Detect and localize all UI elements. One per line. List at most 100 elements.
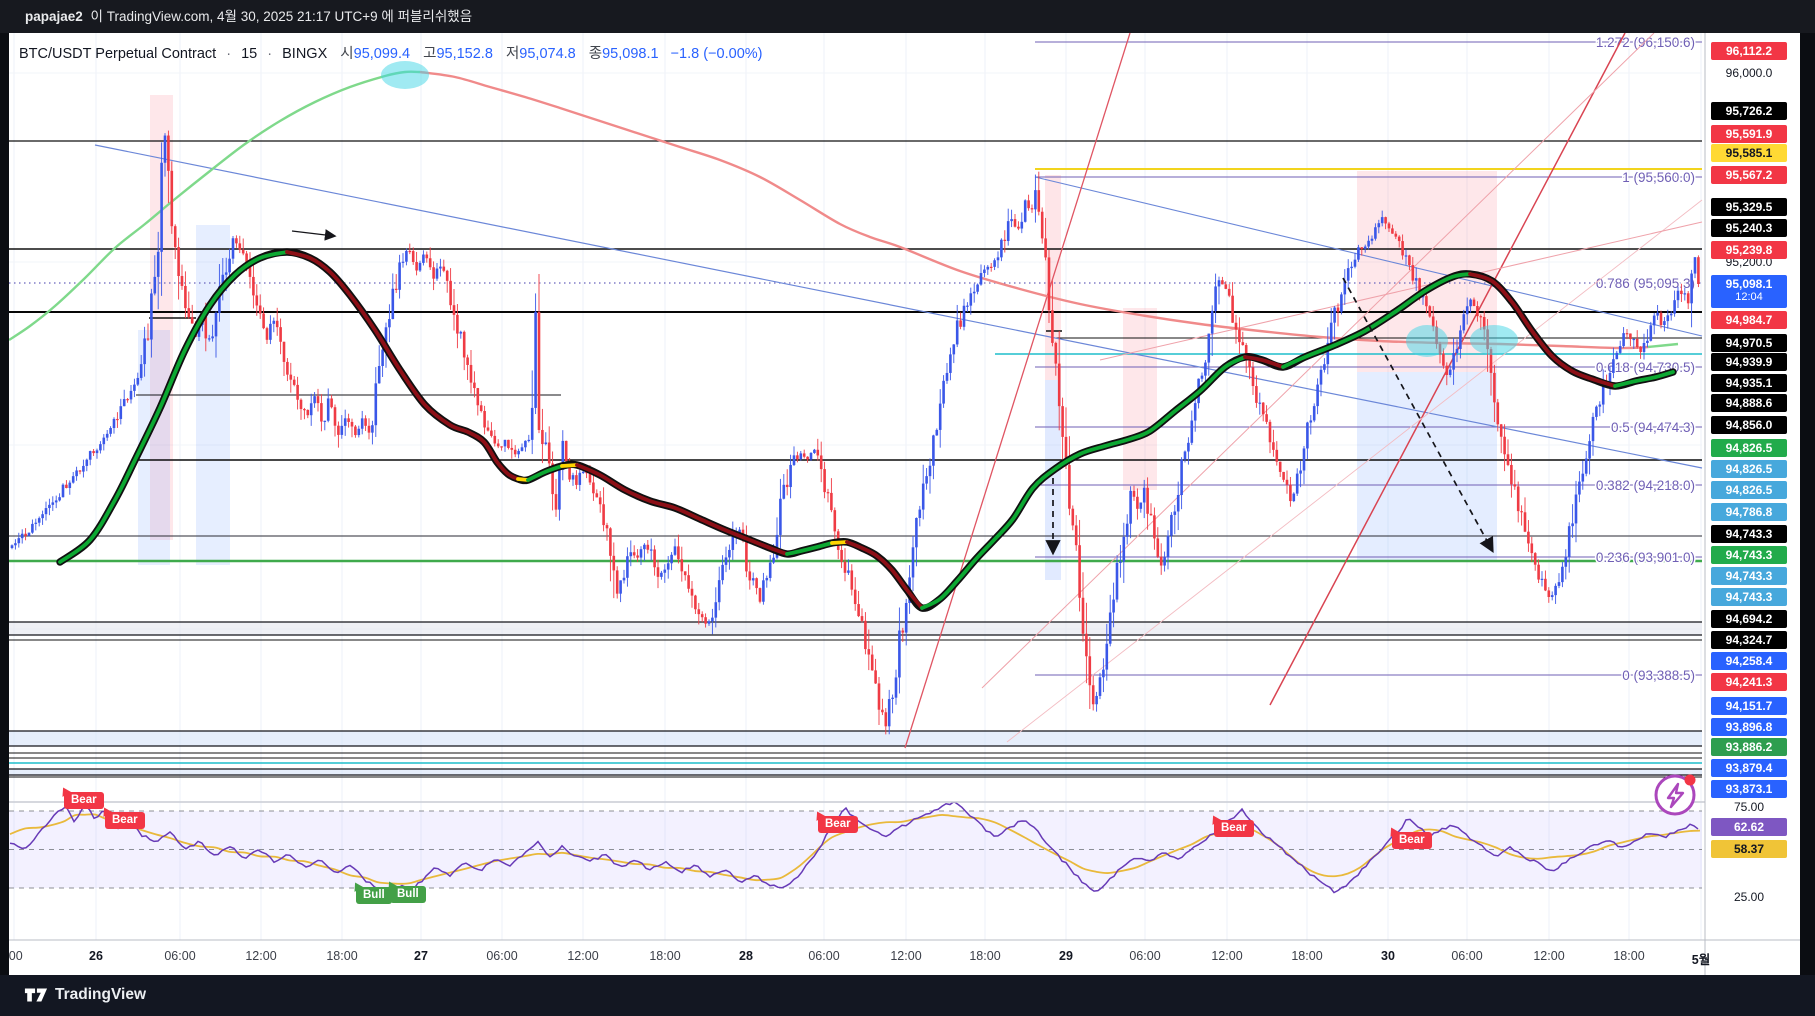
rsi-bull-label: Bull [356,887,392,904]
fib-level-label: 0.618 (94,730.5) [1596,360,1695,375]
quick-action-button[interactable] [1653,772,1699,818]
fib-level-label: 0 (93,388.5) [1622,668,1695,683]
time-axis-label: 18:00 [1291,949,1323,963]
price-axis-tick: 25.00 [1733,890,1765,904]
time-axis[interactable]: :00 26 06:00 12:00 18:00 27 06:00 12:00 18:00 28 0… [9,941,1800,975]
time-axis-label: 18:00 [1613,949,1645,963]
time-axis-label: 06:00 [486,949,518,963]
publish-info: 이 TradingView.com, 4월 30, 2025 21:17 UTC… [86,9,473,24]
price-label: 94,826.5 [1711,460,1787,478]
time-axis-label: 26 [89,949,103,963]
price-label: 95,239.8 [1711,241,1787,259]
time-axis-label: 12:00 [890,949,922,963]
price-label: 94,984.7 [1711,311,1787,329]
time-axis-label: 12:00 [1211,949,1243,963]
brand-name: TradingView [55,986,147,1003]
price-label: 58.37 [1711,840,1787,858]
fib-level-label: 0.786 (95,095.3) [1596,276,1695,291]
price-label: 94,694.2 [1711,610,1787,628]
fib-level-label: 0.5 (94,474.3) [1611,420,1695,435]
price-label: 94,151.7 [1711,697,1787,715]
price-label: 95,329.5 [1711,198,1787,216]
grid-layer [9,33,1702,940]
time-axis-label: 5월 [1691,953,1711,967]
time-axis-label: 18:00 [326,949,358,963]
time-axis-label: 06:00 [1129,949,1161,963]
price-label: 93,896.8 [1711,718,1787,736]
time-axis-label: 28 [739,949,753,963]
footer-bar: TradingView [0,975,1815,1016]
lightning-bolt-icon [1666,782,1685,809]
time-axis-label: 29 [1059,949,1073,963]
candlestick-series [10,130,1700,735]
rsi-bear-label: Bear [818,816,858,833]
price-label: 94,743.3 [1711,546,1787,564]
open-value: 95,099.4 [353,46,411,62]
time-axis-label: 12:00 [245,949,277,963]
price-label: 94,826.5 [1711,439,1787,457]
price-label: 94,939.9 [1711,353,1787,371]
price-label: 94,743.3 [1711,588,1787,606]
highlight-zones [9,95,1702,776]
price-label: 96,112.2 [1711,42,1787,60]
high-label: 고 [423,46,437,62]
chart-canvas[interactable]: 1.272 (96,150.6) 1 (95,560.0) 0.786 (95,09… [9,33,1800,975]
ma-ribbon [56,248,1677,612]
time-axis-label: 18:00 [649,949,681,963]
price-label: 94,324.7 [1711,631,1787,649]
tradingview-mark-icon [24,988,48,1002]
annotation-arrows [291,229,1494,556]
close-value: 95,098.1 [602,46,659,62]
price-label: 95,585.1 [1711,144,1787,162]
price-axis-tick: 96,000.0 [1725,66,1773,80]
price-label: 95,567.2 [1711,166,1787,184]
rsi-pane [9,802,1702,896]
rsi-bear-label: Bear [1392,832,1432,849]
high-value: 95,152.8 [436,46,493,62]
open-label: 시 [340,46,354,62]
time-axis-label: 06:00 [1451,949,1483,963]
lightning-ring [1654,774,1696,816]
rsi-bear-label: Bear [1214,820,1254,837]
price-label: 94,786.8 [1711,503,1787,521]
price-axis-tick: 75.00 [1733,800,1765,814]
time-axis-label: 12:00 [567,949,599,963]
price-label: 94,856.0 [1711,416,1787,434]
time-axis-label: 27 [414,949,428,963]
symbol-name: BTC/USDT Perpetual Contract [19,46,217,62]
price-label: 95,591.9 [1711,125,1787,143]
tradingview-logo[interactable]: TradingView [24,984,146,1006]
price-label: 94,258.4 [1711,652,1787,670]
low-label: 저 [505,46,520,62]
time-axis-label: :00 [9,949,23,963]
price-label: 95,098.1 12:04 [1711,274,1787,308]
time-axis-label: 30 [1381,949,1395,963]
time-axis-label: 18:00 [969,949,1001,963]
price-label: 94,826.5 [1711,481,1787,499]
publish-bar: papajae2 이 TradingView.com, 4월 30, 2025 … [0,0,1815,33]
rsi-bear-label: Bear [64,792,104,809]
price-label: 94,970.5 [1711,334,1787,352]
fib-retracement: 1.272 (96,150.6) 1 (95,560.0) 0.786 (95,09… [9,34,1702,685]
time-axis-label: 12:00 [1533,949,1565,963]
fib-level-label: 1.272 (96,150.6) [1596,35,1695,50]
change-value: −1.8 (−0.00%) [670,46,763,62]
fib-level-label: 0.236 (93,901.0) [1596,550,1695,565]
low-value: 95,074.8 [519,46,576,62]
interval: 15 [241,46,258,62]
rsi-bull-label: Bull [390,886,426,903]
rsi-bear-label: Bear [105,812,145,829]
price-label: 95,726.2 [1711,102,1787,120]
price-label: 95,240.3 [1711,219,1787,237]
price-label: 94,935.1 [1711,374,1787,392]
pane-borders [9,33,1800,975]
price-label: 62.62 [1711,818,1787,836]
close-label: 종 [588,46,603,62]
price-label: 93,873.1 [1711,780,1787,798]
price-label: 94,241.3 [1711,673,1787,691]
fib-level-label: 0.382 (94,218.0) [1596,478,1695,493]
chart-area[interactable]: 1.272 (96,150.6) 1 (95,560.0) 0.786 (95,09… [9,33,1800,975]
price-label: 94,743.3 [1711,567,1787,585]
time-axis-label: 06:00 [164,949,196,963]
